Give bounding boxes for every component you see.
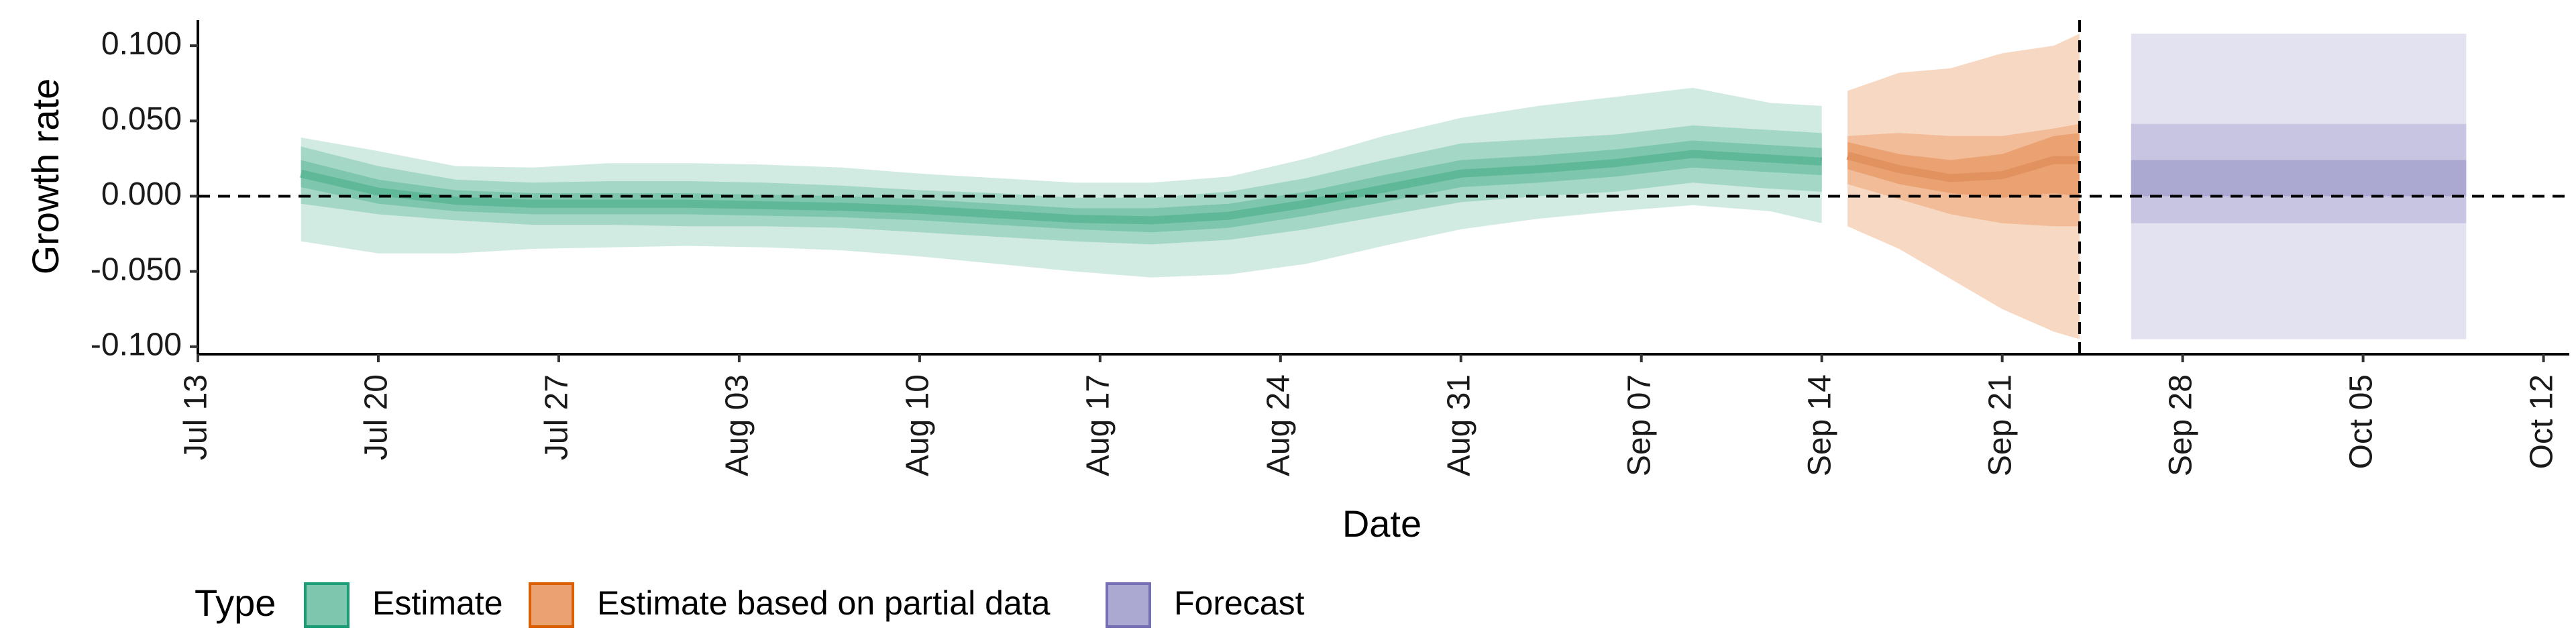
band-inner-forecast [2131, 160, 2467, 197]
x-tick-label: Aug 17 [1080, 374, 1116, 476]
band-mid-estimate [301, 125, 1822, 245]
x-tick-label: Jul 20 [359, 374, 394, 460]
legend-label-estimate: Estimate [372, 584, 503, 622]
x-axis-ticks: Jul 13 Jul 20 Jul 27 Aug 03 Aug 10 Aug 17 Aug … [178, 354, 2559, 476]
x-tick-label: Sep 21 [1982, 374, 2018, 476]
y-tick-label: 0.100 [101, 26, 182, 62]
x-tick-label: Aug 24 [1260, 374, 1296, 476]
legend-key-forecast [1106, 582, 1151, 628]
legend-key-estimate [304, 582, 350, 628]
median-line-estimate-based-on-partial-data [1846, 152, 2080, 182]
reference-lines [198, 20, 2569, 354]
median-line-estimate [300, 150, 1823, 225]
legend-title: Type [195, 582, 276, 624]
x-axis-title: Date [1342, 502, 1421, 545]
y-tick-label: 0.000 [101, 176, 182, 212]
legend-label-estimate-based-on-partial-data: Estimate based on partial data [597, 584, 1051, 622]
y-tick-label: -0.100 [91, 327, 182, 362]
x-tick-label: Oct 12 [2524, 374, 2559, 469]
x-tick-label: Aug 10 [900, 374, 936, 476]
legend: Type Estimate Estimate based on partial d… [195, 582, 1305, 628]
band-outer-estimate [301, 87, 1822, 278]
x-tick-label: Jul 13 [178, 374, 214, 460]
x-tick-label: Sep 28 [2163, 374, 2198, 476]
x-tick-label: Aug 31 [1441, 374, 1477, 476]
x-tick-label: Sep 07 [1621, 374, 1657, 476]
ribbon-bands [300, 34, 2467, 339]
band-inner-estimate [301, 140, 1822, 233]
x-tick-label: Jul 27 [539, 374, 575, 460]
axes [197, 20, 2569, 356]
band-inner-estimate-based-on-partial-data [1847, 133, 2080, 198]
x-tick-label: Aug 03 [720, 374, 755, 476]
y-axis-ticks: -0.100 -0.050 0.000 0.050 0.100 [91, 26, 198, 362]
legend-key-estimate-based-on-partial-data [529, 582, 574, 628]
x-tick-label: Oct 05 [2343, 374, 2379, 469]
legend-label-forecast: Forecast [1174, 584, 1305, 622]
x-tick-label: Sep 14 [1802, 374, 1837, 476]
y-tick-label: -0.050 [91, 252, 182, 287]
y-axis-title: Growth rate [24, 78, 66, 275]
y-tick-label: 0.050 [101, 101, 182, 137]
